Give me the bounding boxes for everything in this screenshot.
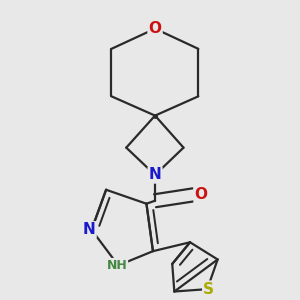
Text: N: N — [149, 167, 161, 182]
Text: O: O — [148, 21, 161, 36]
Text: NH: NH — [106, 259, 127, 272]
Text: O: O — [194, 187, 208, 202]
Text: S: S — [203, 282, 214, 297]
Text: N: N — [83, 222, 96, 237]
